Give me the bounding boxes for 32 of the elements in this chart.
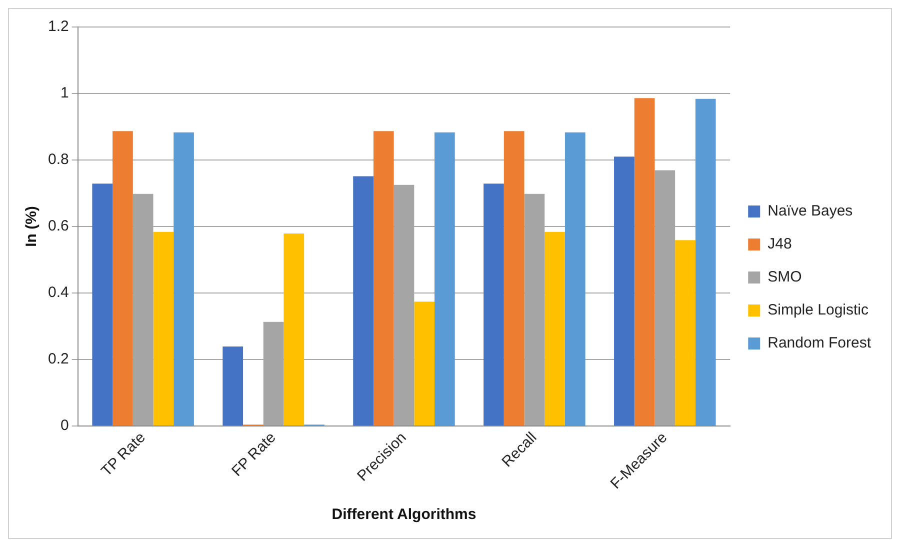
bar [564, 132, 586, 426]
bar [414, 302, 435, 426]
y-tick-label: 0.2 [48, 350, 69, 368]
bar [614, 156, 634, 426]
bar [675, 240, 696, 426]
bar [112, 131, 133, 426]
bar [353, 176, 374, 426]
bar [434, 132, 455, 426]
bar [544, 232, 565, 426]
y-tick-label: 0.4 [48, 284, 69, 302]
bar [373, 131, 394, 426]
legend-label: Simple Logistic [768, 302, 869, 319]
y-tick-label: 0.8 [48, 151, 69, 168]
bar [222, 346, 244, 426]
legend-label: Random Forest [768, 334, 872, 352]
x-axis-title: Different Algorithms [332, 506, 476, 524]
legend-label: J48 [768, 236, 792, 253]
bar [484, 184, 504, 426]
legend-label: SMO [768, 268, 802, 286]
bar [92, 184, 113, 426]
bar [504, 131, 524, 426]
y-axis-title: In (%) [23, 206, 40, 247]
y-tick-label: 0.6 [48, 218, 69, 235]
y-tick-label: 1.2 [48, 18, 69, 36]
y-tick-label: 0 [60, 417, 69, 434]
legend-label: Naïve Bayes [768, 202, 853, 220]
y-tick-label: 1 [60, 84, 69, 102]
bar [695, 98, 716, 426]
bar [634, 98, 655, 426]
bar [174, 132, 194, 426]
bar [284, 233, 304, 426]
bar [153, 232, 174, 426]
